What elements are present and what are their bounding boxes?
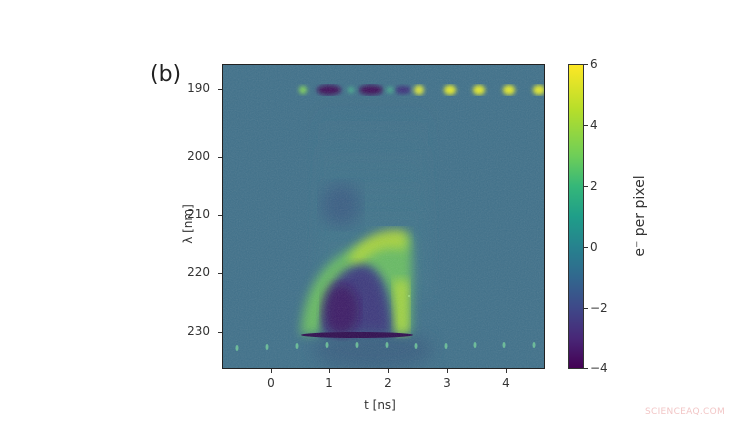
heatmap-image <box>223 65 544 368</box>
colorbar-tick-4: 4 <box>590 118 598 132</box>
x-tick-mark <box>388 369 389 373</box>
heatmap-plot-area <box>222 64 545 369</box>
y-tick-190: 190 <box>187 81 210 95</box>
colorbar-label: e⁻ per pixel <box>632 175 648 257</box>
x-tick-mark <box>506 369 507 373</box>
y-tick-200: 200 <box>187 149 210 163</box>
x-tick-1: 1 <box>325 376 333 390</box>
y-tick-mark <box>218 89 222 90</box>
colorbar-tick-6: 6 <box>590 57 598 71</box>
watermark: SCIENCEAQ.COM <box>645 407 726 417</box>
x-tick-mark <box>329 369 330 373</box>
x-tick-mark <box>447 369 448 373</box>
x-tick-2: 2 <box>384 376 392 390</box>
y-tick-210: 210 <box>187 207 210 221</box>
x-tick-4: 4 <box>502 376 510 390</box>
y-tick-mark <box>218 215 222 216</box>
x-tick-0: 0 <box>267 376 275 390</box>
y-tick-mark <box>218 332 222 333</box>
y-tick-230: 230 <box>187 324 210 338</box>
colorbar-tick-2: 2 <box>590 179 598 193</box>
colorbar-tick-0: 0 <box>590 240 598 254</box>
y-tick-mark <box>218 273 222 274</box>
y-axis-label: λ [nm] <box>181 204 195 244</box>
colorbar-tick-mark <box>584 308 588 309</box>
x-tick-3: 3 <box>443 376 451 390</box>
x-axis-label: t [ns] <box>364 398 396 412</box>
colorbar-tick-mark <box>584 247 588 248</box>
x-tick-mark <box>271 369 272 373</box>
colorbar-tick-mark <box>584 64 588 65</box>
colorbar <box>568 64 584 369</box>
colorbar-tick-neg4: −4 <box>590 361 608 375</box>
panel-label: (b) <box>150 62 182 87</box>
colorbar-tick-mark <box>584 125 588 126</box>
y-tick-220: 220 <box>187 265 210 279</box>
colorbar-tick-mark <box>584 186 588 187</box>
colorbar-tick-neg2: −2 <box>590 301 608 315</box>
colorbar-tick-mark <box>584 368 588 369</box>
y-tick-mark <box>218 157 222 158</box>
